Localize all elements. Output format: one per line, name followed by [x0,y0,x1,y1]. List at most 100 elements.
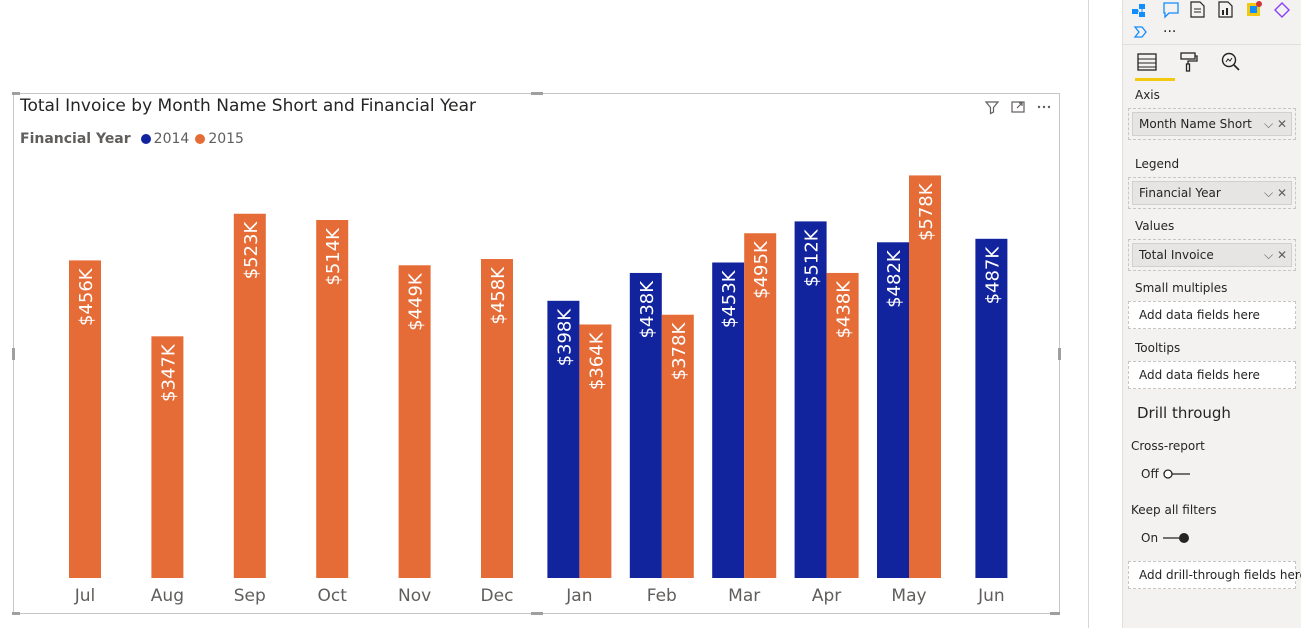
bar-mar-2015[interactable] [744,233,777,578]
x-tick-label-jul: Jul [74,586,96,606]
x-tick-label-sep: Sep [234,586,266,606]
data-label-mar-2014: $453K [719,269,740,328]
resize-handle-right[interactable] [1058,348,1061,360]
legend-label-2015: 2015 [208,131,244,147]
power-apps-icon[interactable] [1247,1,1262,16]
focus-mode-icon[interactable] [1009,98,1027,116]
small-multiples-well[interactable]: Add data fields here [1128,301,1296,329]
pane-divider [1088,0,1089,628]
bar-nov-2015[interactable] [398,265,431,578]
x-tick-label-nov: Nov [398,586,431,606]
bar-aug-2015[interactable] [151,336,184,578]
bar-jan-2014[interactable] [547,300,580,578]
bar-apr-2014[interactable] [794,221,827,578]
smart-narrative-icon[interactable] [1190,1,1205,18]
drill-through-title: Drill through [1137,404,1231,422]
filter-icon[interactable] [983,98,1001,116]
legend-label-2014: 2014 [153,131,190,147]
data-label-jun-2014: $487K [982,246,1003,305]
close-icon[interactable]: ✕ [1276,117,1287,131]
tooltips-well[interactable]: Add data fields here [1128,361,1296,389]
data-label-oct-2015: $514K [323,227,344,286]
x-tick-label-feb: Feb [647,586,677,606]
data-label-may-2014: $482K [884,249,905,308]
close-icon[interactable]: ✕ [1276,186,1287,200]
more-visuals-icon[interactable]: ··· [1163,24,1176,40]
resize-handle-corner-br[interactable] [1050,612,1060,615]
bar-sep-2015[interactable] [233,213,266,579]
x-tick-label-mar: Mar [728,586,760,606]
bar-mar-2014[interactable] [712,262,745,578]
resize-handle-bottom[interactable] [531,612,543,615]
resize-handle-corner-bl[interactable] [12,612,20,615]
chevron-down-icon[interactable]: ⌵ [1264,248,1274,262]
x-tick-label-apr: Apr [812,586,841,606]
drill-through-well[interactable]: Add drill-through fields here [1128,561,1301,589]
qa-visual-icon[interactable] [1163,2,1179,19]
values-label: Values [1135,219,1175,233]
legend-title: Financial Year [20,131,131,147]
keep-filters-toggle[interactable] [1162,532,1190,544]
values-field-well[interactable]: Total Invoice ⌵ ✕ [1128,239,1296,271]
chevron-down-icon[interactable]: ⌵ [1264,117,1274,131]
keep-filters-label: Keep all filters [1131,503,1217,517]
decomposition-tree-icon[interactable] [1132,4,1145,17]
chevron-automate-icon[interactable] [1133,26,1147,38]
x-tick-label-oct: Oct [317,586,347,606]
data-label-may-2015: $578K [916,182,937,241]
legend-field-well[interactable]: Financial Year ⌵ ✕ [1128,177,1296,209]
bar-apr-2015[interactable] [826,272,859,578]
small-multiples-label: Small multiples [1135,281,1228,295]
more-options-icon[interactable] [1035,98,1053,116]
legend-item-2014[interactable]: 2014 [140,131,190,147]
legend-item-2015[interactable]: 2015 [195,131,244,147]
pane-separator [1123,44,1301,45]
values-field-name: Total Invoice [1139,248,1214,262]
bar-oct-2015[interactable] [316,220,349,578]
pill-controls: ⌵ ✕ [1264,182,1287,204]
active-tab-indicator [1135,78,1175,81]
bar-chart-plot: $456K Jul $347K Aug $523K Sep $514K Oct $449K Nov… [69,175,1008,606]
bar-jul-2015[interactable] [69,260,101,578]
close-icon[interactable]: ✕ [1276,248,1287,262]
bar-dec-2015[interactable] [481,259,513,578]
legend-dot-2015 [195,134,206,144]
visualizations-pane: ··· Axis Month Name Short ⌵ ✕ Legend Fin… [1122,0,1301,628]
tooltips-label: Tooltips [1135,341,1181,355]
power-automate-icon[interactable] [1274,2,1290,18]
resize-handle-corner-tl[interactable] [12,92,20,95]
chevron-down-icon[interactable]: ⌵ [1264,186,1274,200]
data-label-dec-2015: $458K [488,266,509,325]
values-field-pill[interactable]: Total Invoice ⌵ ✕ [1132,243,1292,267]
axis-field-pill[interactable]: Month Name Short ⌵ ✕ [1132,112,1292,136]
cross-report-toggle-row[interactable]: Off [1141,467,1191,481]
data-label-feb-2015: $378K [669,322,690,381]
resize-handle-top[interactable] [531,92,543,95]
bar-jan-2015[interactable] [579,324,612,578]
fields-tab-icon[interactable] [1135,50,1159,74]
bar-may-2015[interactable] [909,175,941,579]
data-label-feb-2014: $438K [637,280,658,339]
cross-report-toggle[interactable] [1163,468,1191,480]
pane-gap [1089,0,1122,628]
keep-filters-toggle-row[interactable]: On [1141,531,1190,545]
x-tick-label-dec: Dec [481,586,514,606]
legend-field-name: Financial Year [1139,186,1221,200]
axis-field-well[interactable]: Month Name Short ⌵ ✕ [1128,108,1296,140]
legend-dot-2014 [140,134,151,144]
data-label-sep-2015: $523K [241,221,262,280]
resize-handle-left[interactable] [12,348,15,360]
bar-jun-2014[interactable] [975,238,1008,578]
legend-field-pill[interactable]: Financial Year ⌵ ✕ [1132,181,1292,205]
format-paint-roller-icon[interactable] [1177,50,1201,74]
legend-well-label: Legend [1135,157,1180,171]
bar-feb-2014[interactable] [629,272,662,578]
paginated-report-icon[interactable] [1218,1,1233,18]
analytics-magnifier-icon[interactable] [1219,50,1243,74]
data-label-apr-2015: $438K [834,280,855,339]
bar-may-2014[interactable] [877,242,909,579]
data-label-mar-2015: $495K [751,240,772,299]
cross-report-state: Off [1141,467,1159,481]
keep-filters-state: On [1141,531,1159,545]
bar-feb-2015[interactable] [661,314,694,578]
